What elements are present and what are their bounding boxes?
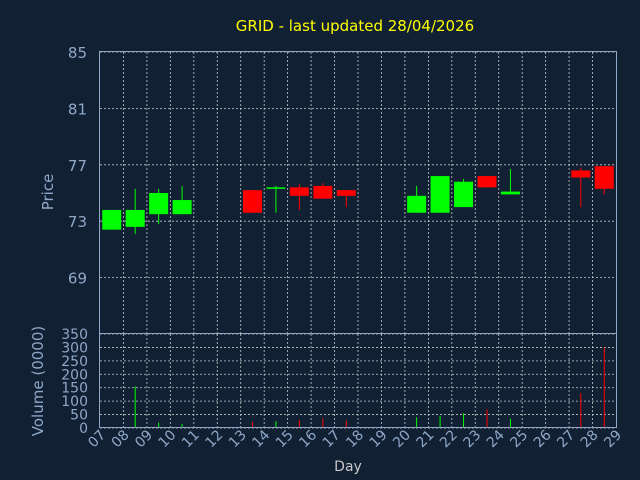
candle-body (477, 176, 497, 188)
x-tick-label: 26 (531, 427, 555, 451)
candle (102, 209, 122, 230)
candle-body (172, 200, 192, 215)
x-tick-label: 08 (109, 427, 133, 451)
candle (125, 188, 145, 234)
price-y-tick-label: 81 (68, 100, 87, 118)
volume-y-tick-label: 250 (61, 354, 88, 370)
volume-frame (99, 333, 617, 428)
x-tick-label: 23 (460, 427, 484, 451)
price-axis-label: Price (39, 174, 57, 211)
price-y-tick-label: 77 (68, 157, 87, 175)
x-tick-label: 17 (320, 427, 344, 451)
x-tick-label: 16 (296, 427, 320, 451)
x-tick-label: 14 (249, 427, 273, 451)
x-tick-label: 20 (390, 427, 414, 451)
volume-y-tick-label: 150 (61, 381, 88, 397)
candle (594, 166, 614, 195)
volume-y-tick-label: 350 (61, 327, 88, 343)
x-axis-ticks: 07 08 09 10 11 12 13 14 15 16 17 18 19 20 21 22 23 24 25 26… (85, 427, 625, 451)
price-grid (100, 51, 616, 334)
candle-body (500, 191, 520, 195)
candlesticks (102, 166, 614, 234)
chart-title: GRID - last updated 28/04/2026 (236, 17, 474, 35)
x-axis-label: Day (334, 459, 362, 475)
volume-y-tick-label: 100 (61, 394, 88, 410)
x-tick-label: 13 (226, 427, 250, 451)
price-y-ticks: 85 81 77 73 69 (68, 44, 87, 288)
candle-body (266, 187, 286, 189)
candle (313, 183, 333, 199)
x-tick-label: 24 (484, 427, 508, 451)
candle (454, 178, 474, 208)
candle-body (407, 195, 427, 213)
volume-y-tick-label: 200 (61, 367, 88, 383)
candle-body (454, 181, 474, 208)
candle-body (571, 170, 591, 178)
x-tick-label: 11 (179, 427, 203, 451)
x-tick-label: 29 (601, 427, 625, 451)
candle-body (336, 190, 356, 196)
candle (149, 188, 169, 225)
x-tick-label: 27 (554, 427, 578, 451)
candle-body (125, 209, 145, 227)
price-y-tick-label: 85 (68, 44, 87, 62)
candle (430, 176, 450, 213)
candle-body (430, 176, 450, 213)
volume-y-tick-label: 300 (61, 340, 88, 356)
candle-body (242, 190, 262, 213)
candle (336, 190, 356, 208)
x-tick-label: 28 (578, 427, 602, 451)
x-tick-label: 15 (273, 427, 297, 451)
price-panel: 85 81 77 73 69 Price (39, 44, 617, 334)
candle-body (102, 209, 122, 230)
x-tick-label: 12 (202, 427, 226, 451)
candle (500, 169, 520, 195)
x-tick-label: 22 (437, 427, 461, 451)
candle (242, 190, 262, 213)
volume-grid (100, 333, 616, 429)
volume-y-tick-label: 50 (70, 408, 88, 424)
volume-y-tick-label: 0 (79, 421, 88, 437)
x-tick-label: 25 (507, 427, 531, 451)
volume-axis-label: Volume (0000) (29, 326, 47, 436)
x-tick-label: 19 (367, 427, 391, 451)
candle-body (313, 185, 333, 199)
candle-body (149, 193, 169, 215)
x-tick-label: 07 (85, 427, 109, 451)
price-y-tick-label: 69 (68, 270, 87, 288)
x-tick-label: 10 (156, 427, 180, 451)
x-tick-label: 18 (343, 427, 367, 451)
candle (172, 185, 192, 215)
x-tick-label: 09 (132, 427, 156, 451)
x-tick-label: 21 (414, 427, 438, 451)
candle (477, 176, 497, 188)
candle-body (289, 187, 309, 196)
volume-bars (134, 347, 605, 428)
price-y-tick-label: 73 (68, 213, 87, 231)
candle (571, 167, 591, 208)
candle (266, 185, 286, 213)
candle-body (594, 166, 614, 189)
candle (407, 185, 427, 213)
candle (289, 184, 309, 210)
